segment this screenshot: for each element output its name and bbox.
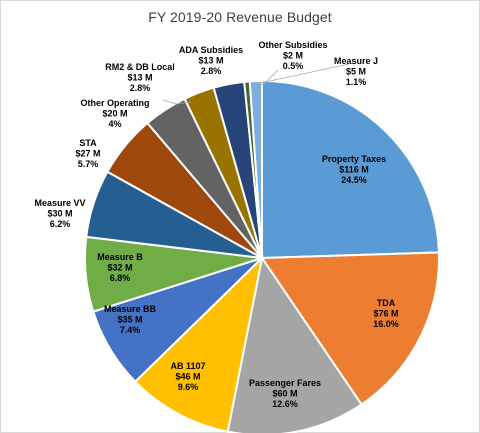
data-label: RM2 & DB Local $13 M 2.8% (105, 62, 175, 93)
data-label: Measure J $5 M 1.1% (334, 56, 378, 87)
pie-slice-ab-1107 (133, 255, 264, 433)
pie-slice-passenger-fares (226, 255, 363, 433)
data-label: Other Subsidies $2 M 0.5% (258, 40, 327, 71)
chart-title: FY 2019-20 Revenue Budget (148, 9, 332, 25)
data-label: STA $27 M 5.7% (75, 138, 100, 169)
data-label: ADA Subsidies $13 M 2.8% (179, 45, 243, 76)
data-label: Property Taxes $116 M 24.5% (322, 154, 386, 185)
data-label: Other Operating $20 M 4% (80, 98, 149, 129)
data-label: AB 1107 $46 M 9.6% (170, 361, 205, 392)
data-label: Measure B $32 M 6.8% (97, 252, 143, 283)
leader-line (259, 69, 279, 86)
data-label: Passenger Fares $60 M 12.6% (249, 378, 321, 409)
data-label: Measure VV $30 M 6.2% (34, 198, 85, 229)
data-label: TDA $76 M 16.0% (373, 298, 399, 329)
leader-line (162, 99, 192, 105)
data-label: Measure BB $35 M 7.4% (104, 304, 157, 335)
pie-slice-measure-j (248, 79, 263, 259)
pie-slice-property-taxes (261, 79, 440, 260)
leader-line (255, 63, 350, 84)
pie-slice-tda (260, 251, 440, 406)
